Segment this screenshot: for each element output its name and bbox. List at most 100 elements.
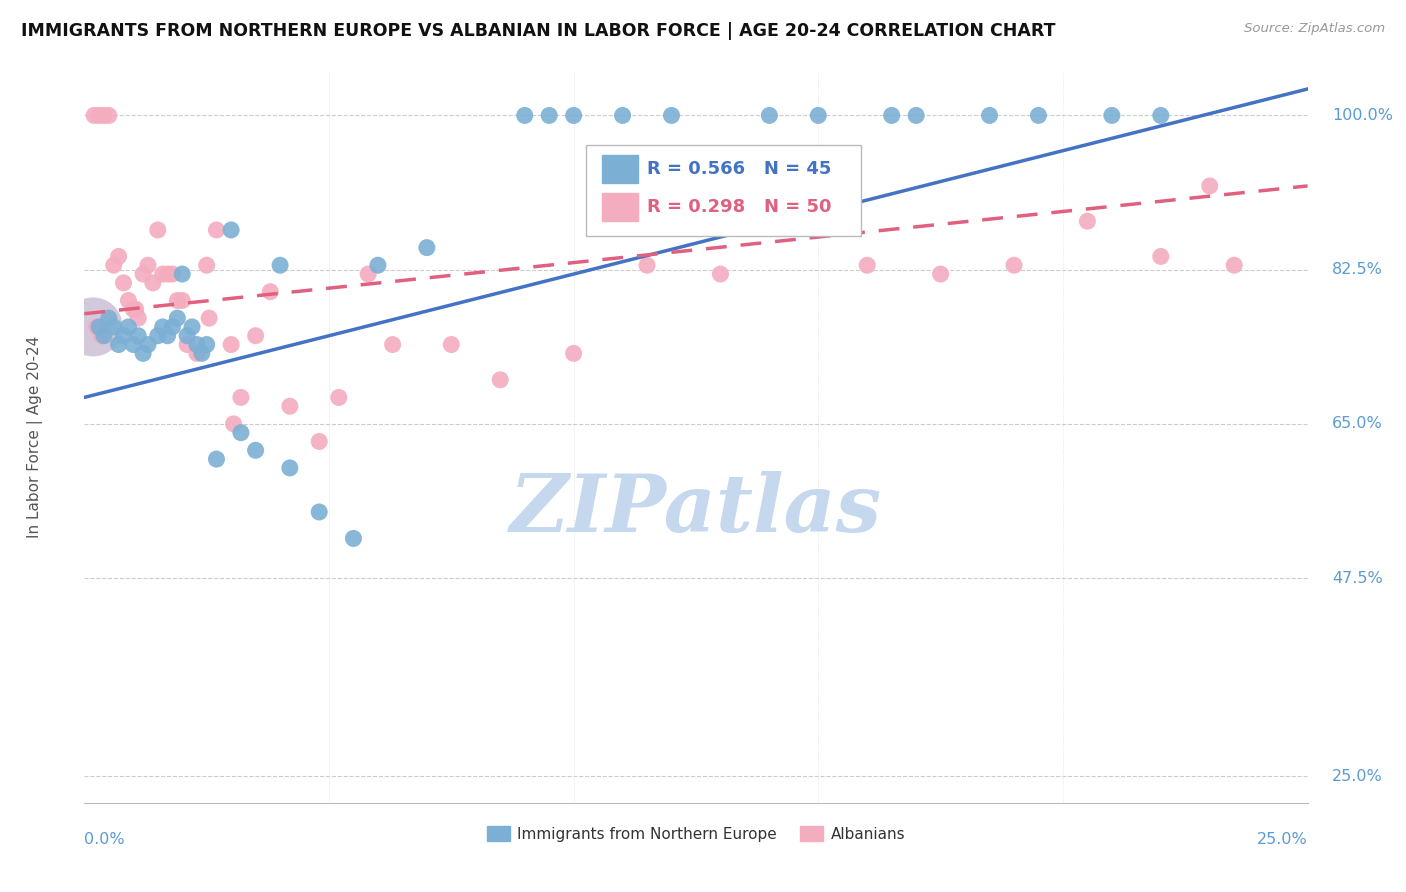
Point xyxy=(1101,108,1123,122)
Point xyxy=(416,241,439,255)
Point xyxy=(107,249,129,263)
Point xyxy=(709,267,731,281)
Point xyxy=(979,108,1001,122)
Text: R = 0.566   N = 45: R = 0.566 N = 45 xyxy=(647,160,831,178)
Point xyxy=(381,337,404,351)
Point xyxy=(905,108,928,122)
Point xyxy=(112,276,135,290)
Point xyxy=(195,337,218,351)
Point xyxy=(136,337,159,351)
Point xyxy=(186,346,208,360)
Point xyxy=(93,108,115,122)
Point xyxy=(142,276,165,290)
Point xyxy=(278,399,301,413)
Text: 65.0%: 65.0% xyxy=(1331,417,1382,432)
Point xyxy=(103,320,125,334)
Point xyxy=(191,346,214,360)
Point xyxy=(308,505,330,519)
Text: 25.0%: 25.0% xyxy=(1257,832,1308,847)
Text: IMMIGRANTS FROM NORTHERN EUROPE VS ALBANIAN IN LABOR FORCE | AGE 20-24 CORRELATI: IMMIGRANTS FROM NORTHERN EUROPE VS ALBAN… xyxy=(21,22,1056,40)
Text: 100.0%: 100.0% xyxy=(1331,108,1393,123)
Point xyxy=(222,417,245,431)
Point xyxy=(367,258,389,272)
Point xyxy=(86,320,108,334)
Point xyxy=(198,311,221,326)
Point xyxy=(186,337,208,351)
Text: ZIPatlas: ZIPatlas xyxy=(510,472,882,549)
Point xyxy=(856,258,879,272)
Point xyxy=(87,320,110,334)
Text: In Labor Force | Age 20-24: In Labor Force | Age 20-24 xyxy=(28,336,44,538)
Point xyxy=(489,373,512,387)
Point xyxy=(245,328,267,343)
Text: Source: ZipAtlas.com: Source: ZipAtlas.com xyxy=(1244,22,1385,36)
Point xyxy=(1150,108,1173,122)
Point xyxy=(127,328,149,343)
Point xyxy=(90,328,112,343)
Point xyxy=(440,337,463,351)
Point xyxy=(156,267,179,281)
Point xyxy=(562,108,585,122)
Point xyxy=(93,328,115,343)
Point xyxy=(146,223,169,237)
Point xyxy=(661,108,683,122)
Point xyxy=(1223,258,1246,272)
Point xyxy=(83,108,105,122)
Point xyxy=(562,346,585,360)
Point xyxy=(103,258,125,272)
Text: 0.0%: 0.0% xyxy=(84,832,125,847)
Text: 82.5%: 82.5% xyxy=(1331,262,1384,277)
Point xyxy=(1150,249,1173,263)
Point xyxy=(783,187,806,202)
Point xyxy=(172,267,194,281)
Point xyxy=(1002,258,1025,272)
Point xyxy=(229,425,252,440)
Point xyxy=(259,285,281,299)
Point xyxy=(357,267,380,281)
Point xyxy=(205,223,228,237)
Point xyxy=(342,532,364,546)
Point xyxy=(107,337,129,351)
Point xyxy=(758,108,780,122)
Point xyxy=(245,443,267,458)
FancyBboxPatch shape xyxy=(586,145,860,235)
Point xyxy=(117,320,139,334)
Point xyxy=(162,267,184,281)
Point xyxy=(278,461,301,475)
Point xyxy=(162,320,184,334)
Point xyxy=(195,258,218,272)
Legend: Immigrants from Northern Europe, Albanians: Immigrants from Northern Europe, Albania… xyxy=(481,820,911,847)
Point xyxy=(97,108,120,122)
Point xyxy=(1028,108,1050,122)
Point xyxy=(176,328,198,343)
Point xyxy=(513,108,536,122)
Point xyxy=(117,293,139,308)
Point xyxy=(612,108,634,122)
Point xyxy=(112,328,135,343)
Point xyxy=(87,108,110,122)
Text: R = 0.298   N = 50: R = 0.298 N = 50 xyxy=(647,198,831,216)
Point xyxy=(82,320,104,334)
Point xyxy=(122,337,145,351)
Point xyxy=(166,311,188,326)
Point xyxy=(127,311,149,326)
Point xyxy=(152,320,174,334)
Point xyxy=(125,302,148,317)
Point xyxy=(308,434,330,449)
Point xyxy=(97,311,120,326)
Bar xyxy=(602,193,638,220)
Point xyxy=(176,337,198,351)
Point xyxy=(152,267,174,281)
Point xyxy=(132,346,155,360)
Point xyxy=(219,337,242,351)
Point xyxy=(136,258,159,272)
Point xyxy=(229,391,252,405)
Point xyxy=(538,108,561,122)
Point xyxy=(122,302,145,317)
Point xyxy=(807,108,830,122)
Point xyxy=(156,328,179,343)
Point xyxy=(82,320,104,334)
Point xyxy=(172,293,194,308)
Point xyxy=(929,267,952,281)
Point xyxy=(1198,178,1220,193)
